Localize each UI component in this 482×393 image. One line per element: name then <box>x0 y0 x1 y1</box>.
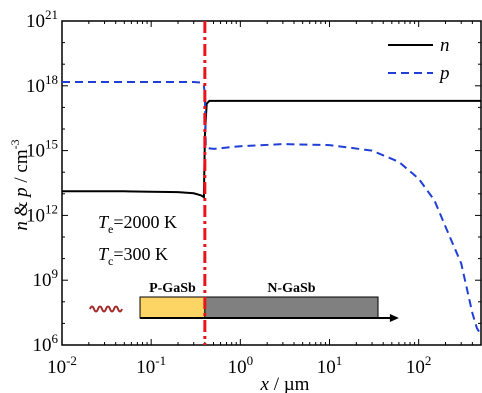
p-region-label: P-GaSb <box>149 281 196 296</box>
n-region <box>204 296 379 319</box>
p-region <box>139 296 206 319</box>
series-n-line <box>62 99 481 199</box>
x-tick-label: 102 <box>406 353 432 378</box>
device-arrowhead <box>389 314 399 322</box>
temp-emitter: Te=2000 K <box>98 212 177 236</box>
y-axis-label: n & p / cm-3 <box>8 139 32 230</box>
legend-n-label: n <box>440 35 450 56</box>
y-tick-label: 106 <box>33 331 59 356</box>
x-tick-label: 100 <box>228 353 254 378</box>
x-tick-label: 101 <box>317 353 343 378</box>
axis-ticks <box>61 20 482 346</box>
device-schematic: P-GaSb N-GaSb <box>89 281 399 322</box>
x-tick-label: 10-1 <box>136 353 166 378</box>
plot-frame <box>61 20 482 346</box>
light-wave-icon <box>89 305 123 313</box>
x-tick-label: 10-2 <box>47 353 77 378</box>
legend-p-label: p <box>438 63 450 84</box>
y-tick-label: 109 <box>33 266 59 291</box>
series-p-line <box>62 81 482 336</box>
y-tick-label: 1021 <box>26 7 58 32</box>
tick-labels: 10-2 10-1 100 101 102 106 109 1012 1015 1018 1021 <box>26 7 431 378</box>
legend: n p <box>388 35 450 84</box>
y-tick-label: 1018 <box>26 72 58 97</box>
y-tick-label: 1012 <box>26 201 58 226</box>
x-axis-label: x / µm <box>260 374 310 393</box>
y-tick-label: 1015 <box>26 137 58 162</box>
n-region-label: N-GaSb <box>267 281 315 296</box>
temp-cell: Tc=300 K <box>98 244 168 268</box>
